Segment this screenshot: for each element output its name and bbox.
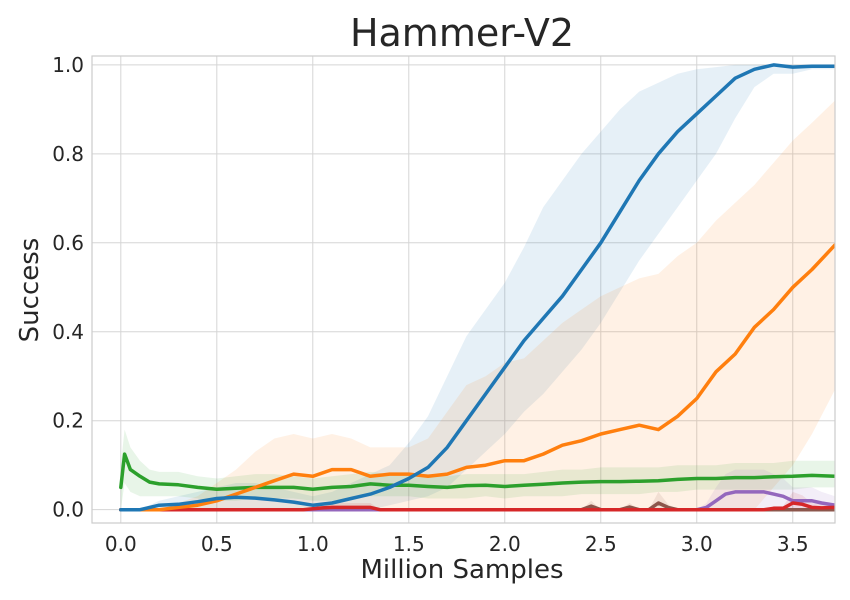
y-tick-label: 0.0 xyxy=(52,498,84,522)
x-tick-label: 0.5 xyxy=(201,532,233,556)
confidence-band-4 xyxy=(120,469,835,510)
y-tick-label: 0.4 xyxy=(52,320,84,344)
x-tick-label: 3.5 xyxy=(777,532,809,556)
x-tick-labels: 0.0 0.5 1.0 1.5 2.0 2.5 3.0 3.5 xyxy=(105,532,809,556)
y-tick-label: 0.6 xyxy=(52,231,84,255)
x-tick-label: 3.0 xyxy=(681,532,713,556)
x-tick-label: 1.5 xyxy=(393,532,425,556)
y-axis-label: Success xyxy=(15,238,45,343)
x-tick-label: 2.5 xyxy=(585,532,617,556)
confidence-bands xyxy=(120,64,835,510)
x-tick-label: 0.0 xyxy=(105,532,137,556)
series-line-0 xyxy=(119,63,835,512)
confidence-band-0 xyxy=(120,64,835,510)
series-lines xyxy=(119,63,835,512)
y-tick-labels: 0.0 0.2 0.4 0.6 0.8 1.0 xyxy=(52,53,84,522)
y-tick-label: 1.0 xyxy=(52,53,84,77)
chart-title: Hammer-V2 xyxy=(350,11,574,55)
x-tick-label: 1.0 xyxy=(297,532,329,556)
x-axis-label: Million Samples xyxy=(360,555,563,585)
confidence-band-1 xyxy=(120,100,835,510)
grid-lines xyxy=(92,56,835,523)
y-tick-label: 0.8 xyxy=(52,142,84,166)
plot-frame xyxy=(91,55,836,524)
x-tick-label: 2.0 xyxy=(489,532,521,556)
series-line-3 xyxy=(119,501,835,512)
y-tick-label: 0.2 xyxy=(52,409,84,433)
series-line-2 xyxy=(119,452,835,491)
series-line-1 xyxy=(119,243,835,512)
